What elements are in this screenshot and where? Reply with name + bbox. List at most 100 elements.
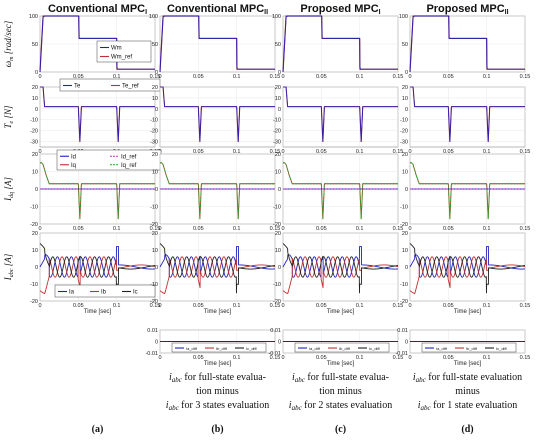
column-title: Proposed MPCII [426, 3, 508, 16]
y-tick-label: 0 [35, 107, 38, 113]
y-tick-label: -30 [400, 140, 408, 146]
y-tick-label: 100 [272, 14, 281, 20]
y-tick-label: -20 [273, 299, 281, 305]
x-tick-label: 0 [408, 74, 411, 80]
x-tick-label: 0 [38, 303, 41, 309]
series-ia [409, 245, 526, 278]
y-tick-label: 0 [405, 340, 408, 346]
x-tick-label: 0.1 [356, 355, 364, 361]
x-tick-label: 0.15 [520, 226, 531, 232]
y-tick-label: 20 [152, 152, 158, 158]
caption-line: minus [455, 386, 480, 397]
series-te [40, 86, 155, 142]
y-tick-label: 0 [405, 70, 408, 76]
y-tick-label: 0 [155, 70, 158, 76]
y-tick-label: -30 [30, 140, 38, 146]
x-tick-label: 0.05 [443, 226, 454, 232]
y-tick-label: -10 [273, 118, 281, 124]
y-tick-label: 20 [152, 231, 158, 237]
legend-label: Ic_diff [246, 346, 257, 351]
x-tick-label: 0.05 [316, 226, 327, 232]
caption-line: iabc for 3 states evaluation [166, 400, 269, 412]
x-tick-label: 0.1 [113, 74, 121, 80]
series-iq-ref [40, 162, 155, 220]
legend-label: Ic_diff [496, 346, 507, 351]
x-tick-label: 0.15 [520, 355, 531, 361]
legend-label: Ia_diff [186, 346, 198, 351]
y-tick-label: 0 [155, 340, 158, 346]
series-te [160, 86, 275, 142]
y-tick-label: -20 [273, 129, 281, 135]
x-tick-label: 0.05 [193, 355, 204, 361]
y-tick-label: 50 [152, 42, 158, 48]
series-ia [282, 245, 399, 278]
x-axis-label: Time [sec] [84, 309, 112, 315]
y-tick-label: -10 [400, 282, 408, 288]
y-tick-label: 20 [32, 231, 38, 237]
x-tick-label: 0.1 [483, 149, 491, 155]
column-titles: Conventional MPCI Conventional MPCII Propo… [48, 3, 509, 16]
x-tick-label: 0.15 [393, 74, 404, 80]
y-tick-label: 20 [275, 152, 281, 158]
y-tick-label: 10 [32, 248, 38, 254]
x-tick-label: 0 [158, 303, 161, 309]
panel-letter: (b) [211, 424, 223, 435]
y-tick-label: 10 [152, 248, 158, 254]
series-ib [282, 256, 399, 294]
y-tick-label: 0 [278, 187, 281, 193]
y-tick-label: -20 [30, 222, 38, 228]
caption-line: tion minus [319, 386, 362, 397]
y-tick-label: -20 [30, 299, 38, 305]
x-tick-label: 0.1 [483, 303, 491, 309]
x-tick-label: 0.1 [483, 226, 491, 232]
y-tick-label: 10 [275, 248, 281, 254]
plot-area [282, 86, 399, 148]
x-tick-label: 0 [281, 355, 284, 361]
x-tick-label: 0.1 [233, 226, 241, 232]
y-tick-label: -10 [273, 282, 281, 288]
x-tick-label: 0 [408, 303, 411, 309]
y-tick-label: 0.01 [147, 328, 158, 334]
legend-label: Iq [71, 163, 76, 169]
series-wm [282, 15, 398, 73]
x-tick-label: 0.05 [193, 74, 204, 80]
x-tick-label: 0.1 [233, 149, 241, 155]
x-tick-label: 0.1 [356, 149, 364, 155]
legend-label: Ib [101, 290, 107, 296]
x-tick-label: 0.1 [233, 303, 241, 309]
y-tick-label: 50 [275, 42, 281, 48]
x-tick-label: 0.1 [356, 303, 364, 309]
y-tick-label: 0 [278, 340, 281, 346]
series-ib [39, 256, 156, 294]
x-tick-label: 0.05 [316, 74, 327, 80]
x-tick-label: 0.15 [270, 303, 281, 309]
y-tick-label: 50 [32, 42, 38, 48]
series-wm [159, 15, 275, 73]
legend-label: Id [71, 154, 76, 160]
x-tick-label: 0.15 [270, 355, 281, 361]
series-ic [159, 243, 276, 294]
y-tick-label: 0.01 [270, 328, 281, 334]
legend-label: Ia_diff [309, 346, 321, 351]
series-iq-ref [160, 162, 275, 220]
abc-current-plot: -20 -10 0 10 20 0 0.05 0.1 0.15 Time [sec] [400, 231, 530, 315]
y-tick-label: 20 [275, 231, 281, 237]
x-tick-label: 0.05 [316, 149, 327, 155]
y-tick-label: -20 [400, 129, 408, 135]
x-axis-label: Time [sec] [204, 309, 232, 315]
x-tick-label: 0.1 [233, 74, 241, 80]
y-tick-label: 10 [402, 248, 408, 254]
y-tick-label: 0 [405, 265, 408, 271]
plot-area [39, 86, 156, 148]
y-tick-label: -10 [30, 205, 38, 211]
x-axis-label: Time [sec] [204, 361, 232, 367]
y-tick-label: -20 [400, 222, 408, 228]
x-tick-label: 0.15 [520, 303, 531, 309]
y-tick-label: 10 [32, 96, 38, 102]
x-axis-label: Time [sec] [327, 309, 355, 315]
legend-box [294, 342, 390, 353]
x-tick-label: 0 [158, 226, 161, 232]
speed-plot: 0 50 100 0 0.05 0.1 0.15 Wm Wm_ref [29, 14, 161, 80]
